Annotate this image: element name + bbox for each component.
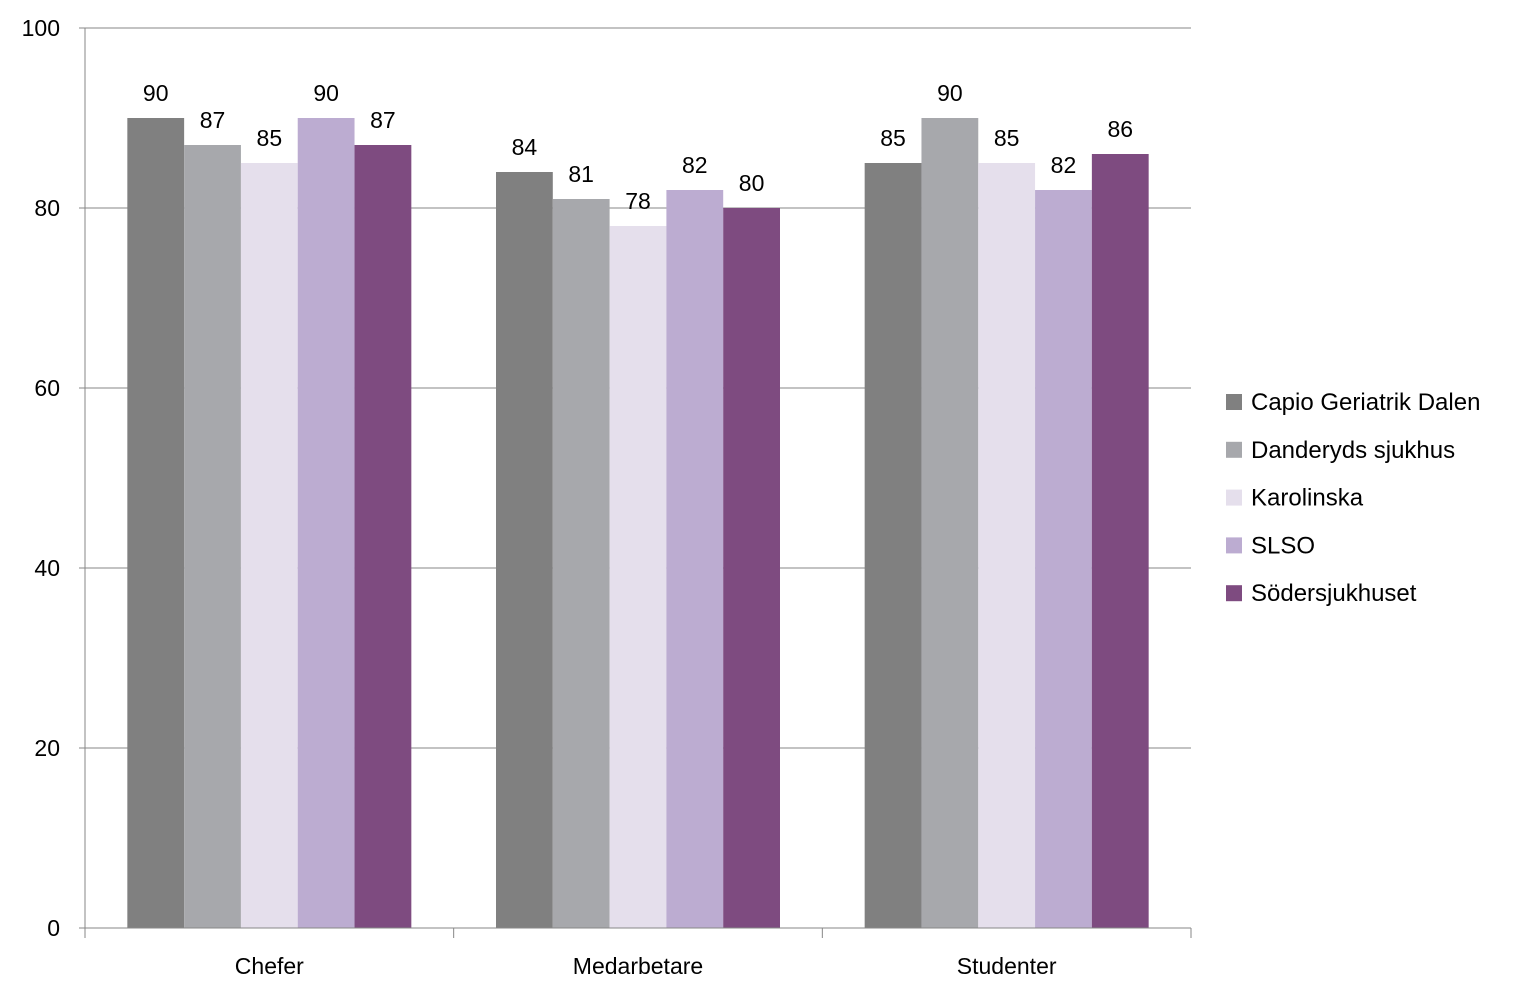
data-label: 90	[937, 80, 963, 106]
legend-label: Södersjukhuset	[1251, 580, 1417, 607]
data-label: 85	[257, 125, 283, 151]
y-tick-label: 20	[34, 735, 60, 761]
bar	[1035, 190, 1092, 928]
legend-label: SLSO	[1251, 532, 1315, 559]
data-label: 82	[682, 152, 708, 178]
data-label: 81	[568, 161, 594, 187]
data-label: 82	[1051, 152, 1077, 178]
data-label: 84	[512, 134, 538, 160]
data-label: 86	[1107, 116, 1133, 142]
y-tick-label: 100	[22, 15, 60, 41]
bar	[127, 118, 185, 928]
legend-swatch	[1226, 441, 1242, 458]
legend-swatch	[1226, 489, 1242, 506]
axes: 0 20 40 60 80 100 Chefer Medarbetare Studenter	[22, 15, 1192, 979]
bar	[864, 163, 922, 928]
x-category-label: Chefer	[235, 953, 304, 979]
data-label: 78	[625, 188, 651, 214]
y-tick-label: 40	[34, 555, 60, 581]
bar	[666, 190, 724, 928]
bar	[184, 145, 241, 928]
legend-swatch	[1226, 537, 1242, 554]
bar	[240, 163, 298, 928]
data-label: 85	[880, 125, 906, 151]
bar	[297, 118, 355, 928]
data-label: 87	[200, 107, 226, 133]
bar	[609, 226, 667, 928]
legend-swatch	[1226, 394, 1242, 410]
bars	[127, 118, 1149, 928]
x-category-label: Medarbetare	[573, 953, 703, 979]
legend-label: Karolinska	[1251, 485, 1364, 512]
y-tick-label: 0	[47, 915, 60, 941]
y-tick-label: 80	[34, 195, 60, 221]
legend-label: Capio Geriatrik Dalen	[1251, 389, 1480, 416]
bar	[552, 199, 610, 928]
data-label: 90	[313, 80, 339, 106]
legend-swatch	[1226, 585, 1242, 602]
data-labels: 90 87 85 90 87 84 81 78 82 80 85 90 85 82 86	[143, 80, 1133, 214]
y-tick-label: 60	[34, 375, 60, 401]
data-label: 87	[370, 107, 396, 133]
data-label: 90	[143, 80, 169, 106]
data-label: 85	[994, 125, 1020, 151]
bar	[978, 163, 1036, 928]
data-label: 80	[739, 170, 765, 196]
legend-label: Danderyds sjukhus	[1251, 437, 1455, 464]
legend: Capio Geriatrik Dalen Danderyds sjukhus Ka…	[1226, 389, 1480, 607]
bar	[921, 118, 979, 928]
bar	[496, 172, 553, 928]
bar	[354, 145, 412, 928]
bar	[723, 208, 780, 928]
bar	[1091, 154, 1149, 928]
x-category-label: Studenter	[957, 953, 1057, 979]
